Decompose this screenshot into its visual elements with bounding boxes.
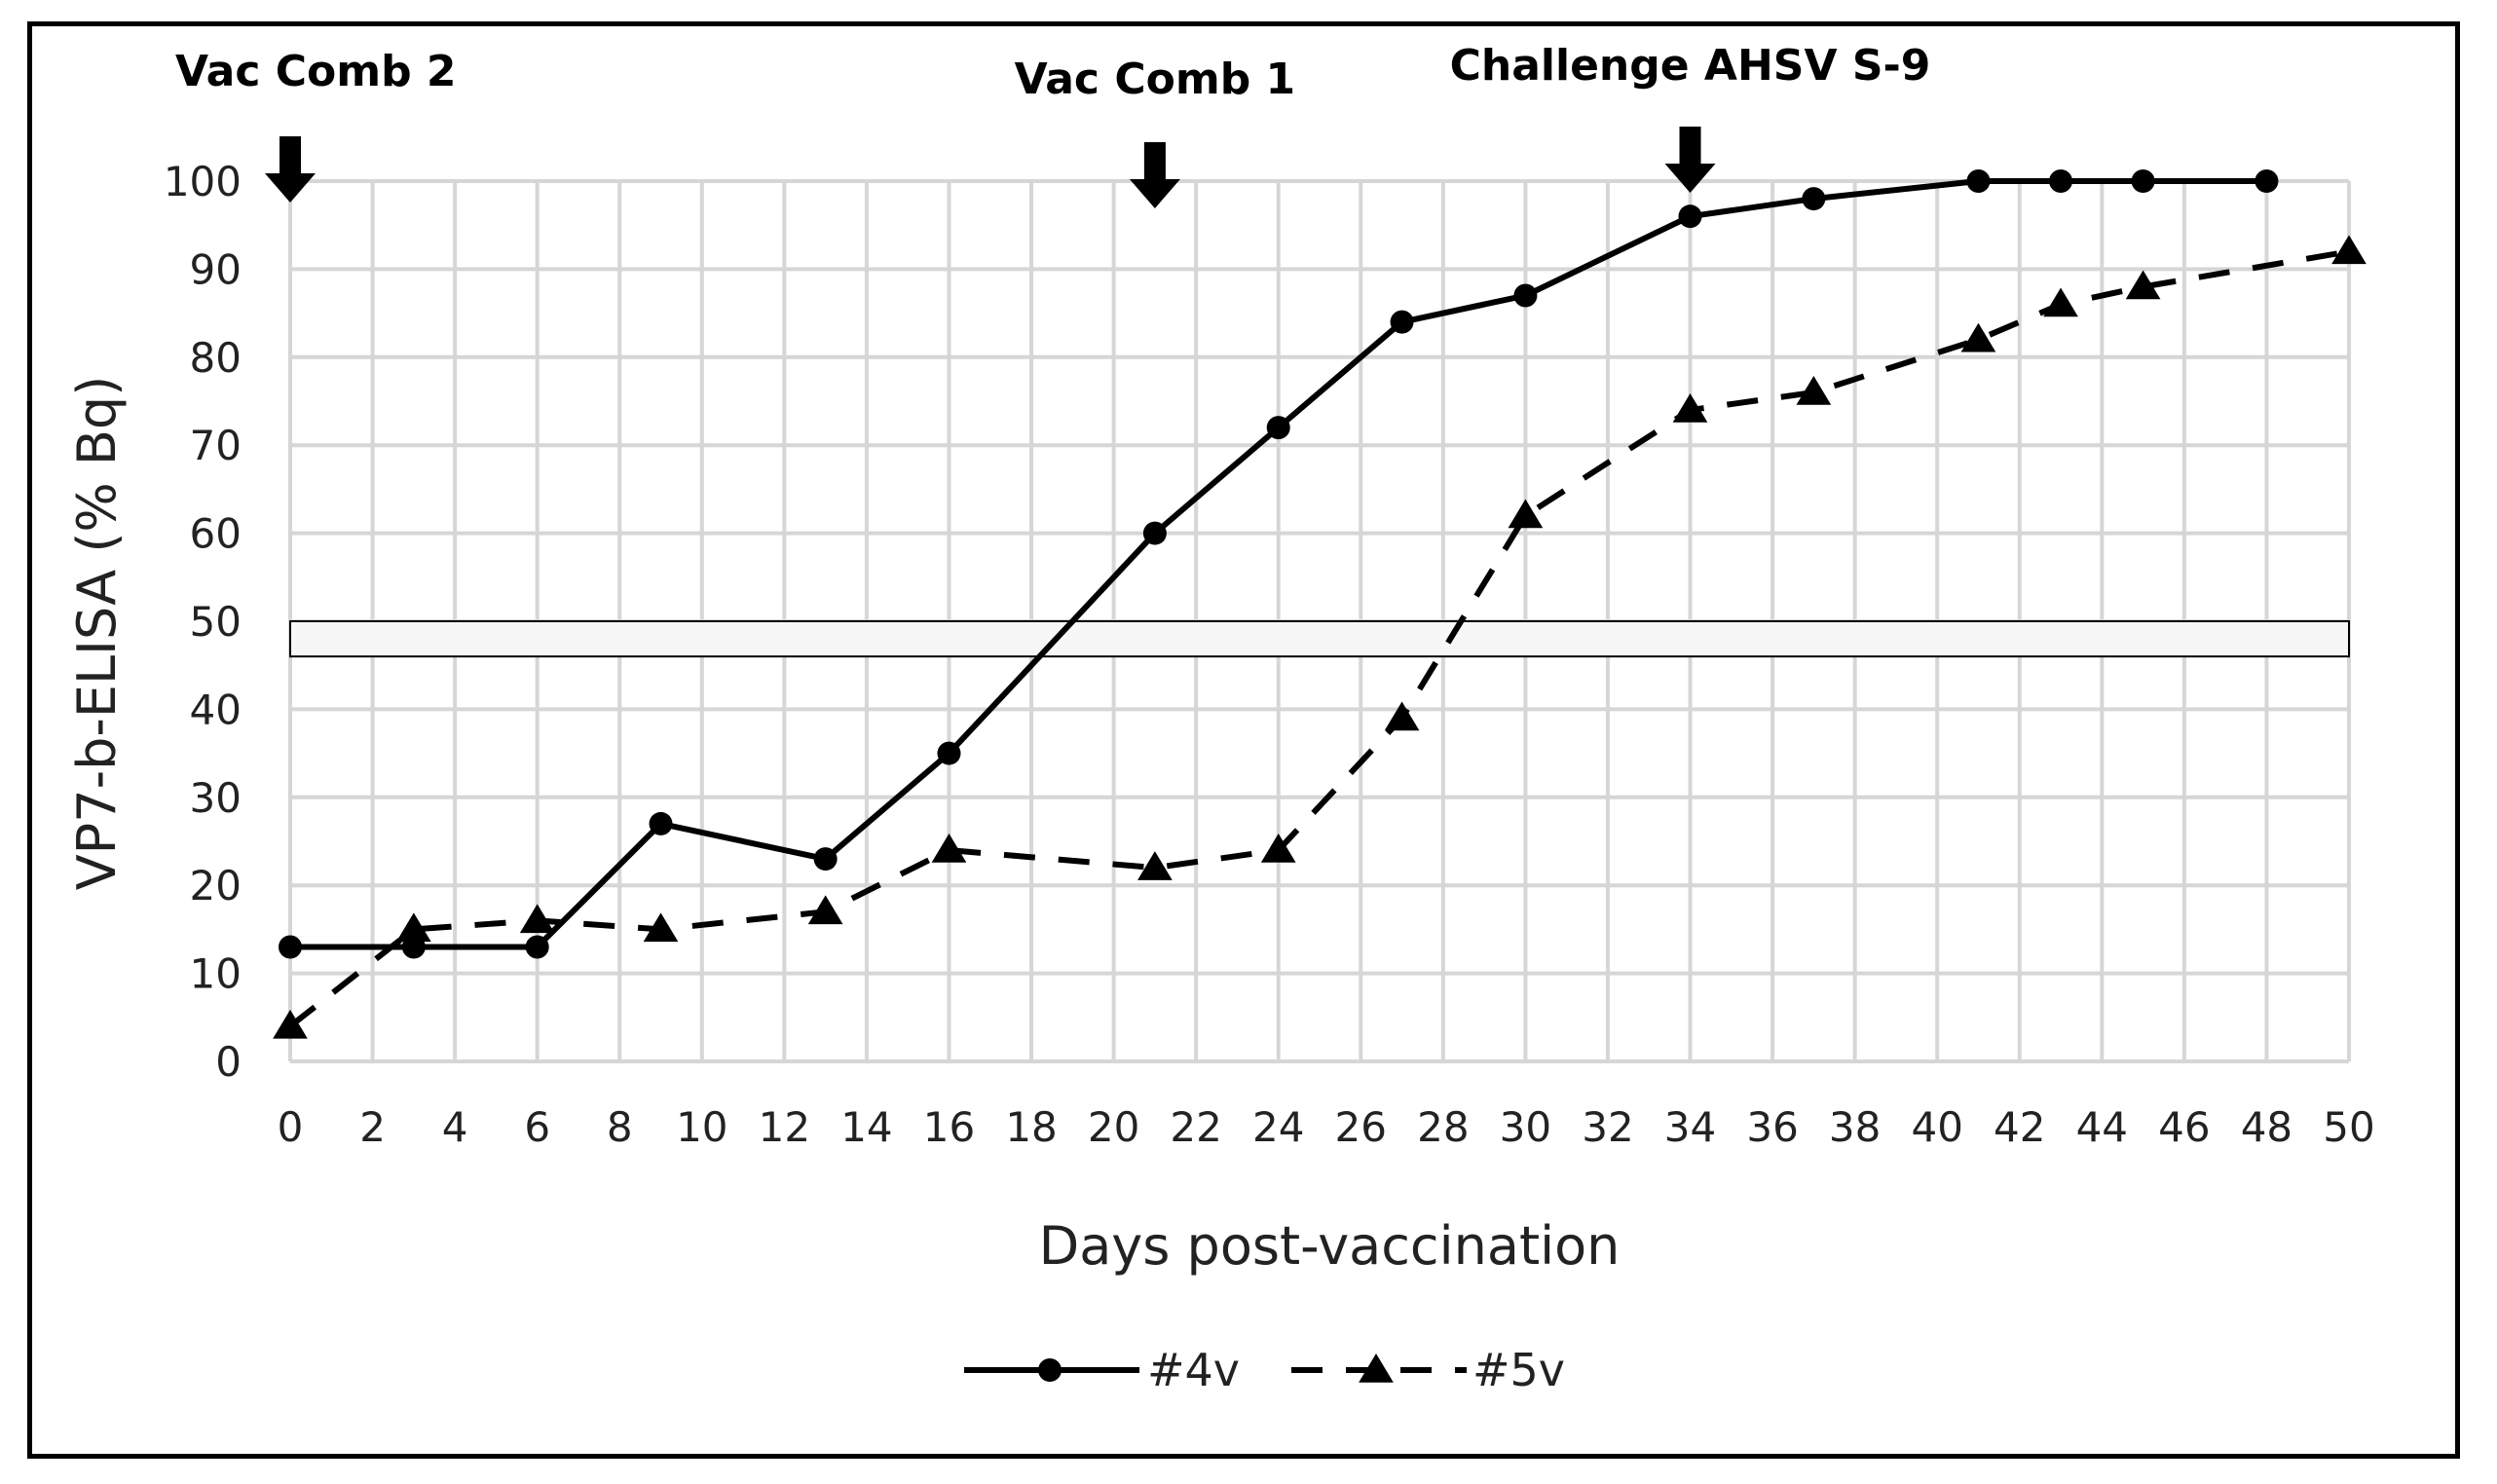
point-4v — [2049, 169, 2073, 193]
point-4v — [937, 741, 961, 765]
x-tick-label: 32 — [1582, 1103, 1633, 1151]
annotation-label: Vac Comb 2 — [175, 47, 457, 96]
x-tick-label: 20 — [1088, 1103, 1139, 1151]
point-5v — [807, 895, 843, 925]
point-4v — [1513, 283, 1538, 308]
legend-marker-5v — [1359, 1354, 1394, 1383]
y-tick-label: 20 — [190, 862, 242, 909]
x-axis-title: Days post-vaccination — [1039, 1215, 1621, 1277]
point-5v — [395, 912, 431, 943]
x-tick-label: 30 — [1500, 1103, 1551, 1151]
y-tick-label: 80 — [190, 334, 242, 382]
x-tick-label: 38 — [1829, 1103, 1881, 1151]
x-tick-label: 0 — [278, 1103, 304, 1151]
point-5v — [2125, 270, 2161, 300]
point-5v — [1796, 375, 1832, 405]
x-tick-label: 16 — [923, 1103, 975, 1151]
annotation-arrow-icon — [265, 136, 316, 203]
chart-frame — [27, 21, 2460, 1459]
point-5v — [2331, 235, 2367, 265]
point-5v — [273, 1009, 308, 1039]
x-tick-label: 6 — [524, 1103, 550, 1151]
series-layer — [273, 169, 2367, 1039]
y-tick-label: 60 — [190, 510, 242, 558]
y-tick-label: 30 — [190, 774, 242, 822]
point-4v — [813, 847, 838, 872]
annotation-label: Vac Comb 1 — [1015, 55, 1296, 104]
y-tick-label: 70 — [190, 422, 242, 469]
point-4v — [649, 811, 673, 835]
legend-item-4v: #4v — [964, 1344, 1240, 1396]
x-tick-label: 10 — [676, 1103, 727, 1151]
point-4v — [1142, 521, 1167, 545]
point-4v — [2131, 169, 2155, 193]
x-tick-label: 28 — [1417, 1103, 1469, 1151]
x-tick-label: 42 — [1994, 1103, 2045, 1151]
x-tick-label: 14 — [840, 1103, 892, 1151]
legend-label-5v: #5v — [1472, 1344, 1565, 1396]
point-5v — [1960, 322, 1996, 352]
point-5v — [1672, 393, 1708, 423]
x-tick-label: 50 — [2323, 1103, 2374, 1151]
x-tick-label: 2 — [359, 1103, 386, 1151]
y-tick-label: 50 — [190, 598, 242, 646]
point-4v — [1802, 187, 1826, 211]
series-line-5v — [288, 248, 2350, 1029]
x-tick-label: 24 — [1252, 1103, 1304, 1151]
point-5v — [1384, 701, 1420, 731]
legend-marker-4v — [1038, 1358, 1062, 1382]
x-tick-label: 4 — [442, 1103, 468, 1151]
threshold-band — [289, 620, 2350, 658]
point-4v — [279, 935, 302, 959]
x-tick-label: 8 — [607, 1103, 633, 1151]
legend: #4v #5v — [964, 1344, 1565, 1396]
point-4v — [1966, 169, 1991, 193]
x-tick-label: 34 — [1664, 1103, 1716, 1151]
point-5v — [2043, 287, 2078, 317]
annotation-arrow-icon — [1664, 127, 1716, 193]
point-4v — [2255, 169, 2279, 193]
annotation-arrow-icon — [1129, 142, 1180, 208]
point-5v — [519, 904, 555, 934]
series-line-4v — [290, 178, 2267, 950]
tick-labels: 0 2 4 6 8 10 12 14 16 18 20 22 24 26 28 30 32 34 36 38 40 42 4… — [164, 158, 2375, 1151]
x-tick-label: 22 — [1170, 1103, 1221, 1151]
x-tick-label: 48 — [2241, 1103, 2292, 1151]
point-5v — [1137, 851, 1173, 880]
x-tick-label: 46 — [2158, 1103, 2210, 1151]
point-5v — [931, 834, 967, 863]
x-tick-label: 12 — [759, 1103, 810, 1151]
point-5v — [1260, 834, 1296, 863]
point-4v — [525, 935, 549, 959]
point-5v — [1508, 499, 1544, 529]
x-tick-label: 40 — [1911, 1103, 1962, 1151]
legend-item-5v: #5v — [1291, 1344, 1565, 1396]
x-tick-label: 18 — [1005, 1103, 1057, 1151]
x-tick-label: 36 — [1746, 1103, 1798, 1151]
point-4v — [1266, 416, 1290, 440]
y-tick-label: 100 — [164, 158, 242, 205]
y-tick-label: 0 — [215, 1038, 242, 1086]
annotations: Vac Comb 2 Vac Comb 1 Challenge AHSV S-9 — [175, 41, 1930, 208]
series-5v — [273, 235, 2367, 1039]
annotation-label: Challenge AHSV S-9 — [1450, 41, 1931, 91]
x-tick-label: 44 — [2076, 1103, 2128, 1151]
point-4v — [1390, 310, 1414, 334]
point-4v — [1678, 204, 1702, 229]
x-tick-label: 26 — [1335, 1103, 1387, 1151]
y-tick-label: 40 — [190, 686, 242, 733]
y-tick-label: 90 — [190, 245, 242, 293]
y-tick-label: 10 — [190, 950, 242, 998]
y-axis-title: VP7-b-ELISA (% Bq) — [66, 376, 128, 891]
legend-label-4v: #4v — [1147, 1344, 1240, 1396]
point-5v — [643, 912, 679, 943]
